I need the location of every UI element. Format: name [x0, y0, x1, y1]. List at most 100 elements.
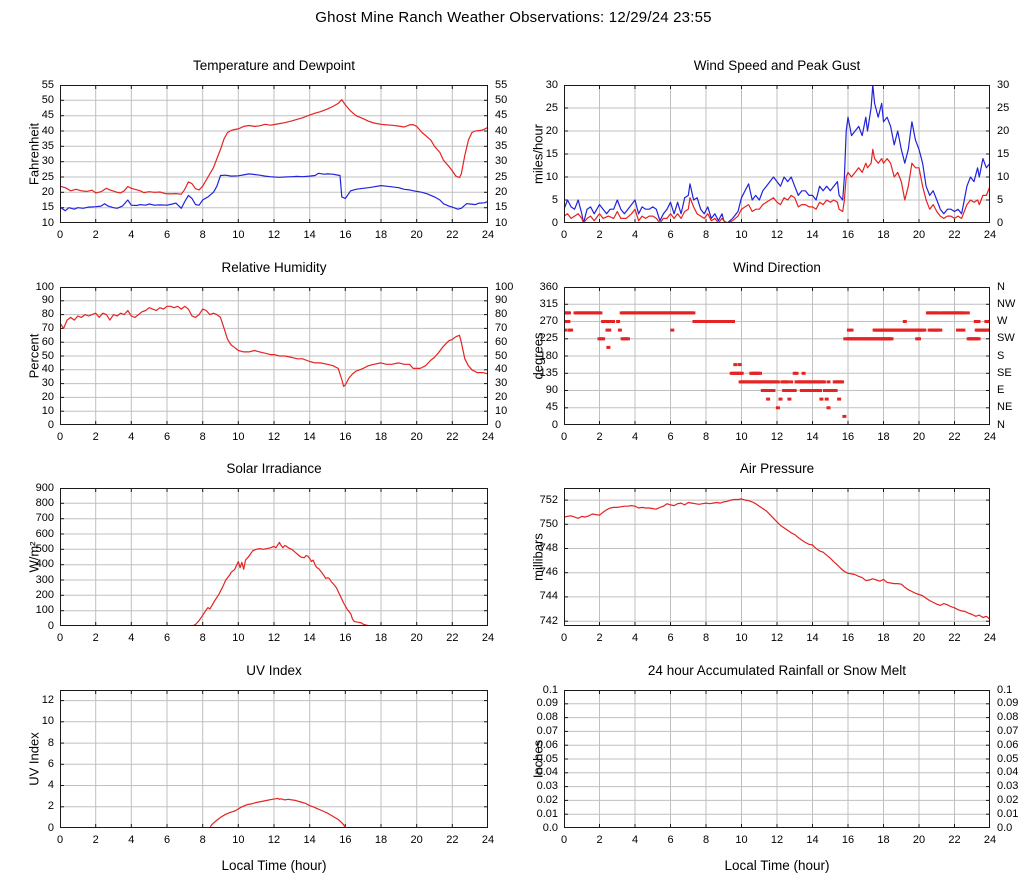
y-tick-label: 600	[35, 527, 54, 540]
x-tick-label: 10	[232, 632, 245, 644]
x-tick-label: 2	[596, 431, 603, 443]
y-tick-label: 90	[545, 384, 558, 396]
x-tick-label: 8	[199, 431, 206, 443]
y-tick-label-right: 0.03	[997, 780, 1019, 793]
y-tick-label-right: 0.09	[997, 697, 1019, 710]
y-tick-label-right: 50	[495, 349, 508, 362]
x-tick-label: 14	[806, 229, 819, 241]
y-tick-label-right: 35	[495, 139, 508, 152]
chart-title: Wind Direction	[733, 260, 821, 275]
y-tick-label-right: 0.08	[997, 711, 1019, 724]
plot-border	[60, 690, 488, 828]
y-tick-label: 55	[41, 78, 54, 91]
x-tick-label: 8	[199, 834, 206, 846]
y-tick-label: 500	[35, 542, 54, 555]
x-tick-label: 18	[877, 834, 890, 846]
y-tick-label-right: 15	[997, 147, 1010, 160]
y-tick-label: 15	[41, 201, 54, 214]
grid-lines	[60, 690, 488, 828]
x-tick-label: 16	[339, 431, 352, 443]
x-tick-label: 14	[303, 229, 316, 241]
x-tick-label: 6	[667, 431, 674, 443]
plot-border	[60, 287, 488, 425]
y-tick-label-right: 0.07	[997, 724, 1019, 737]
x-tick-label: 12	[770, 632, 784, 644]
chart-solar-irradiance: Solar Irradiance W/m² 0 100 200 300 400 500 60…	[0, 456, 545, 672]
y-tick-label-right: 0.04	[997, 766, 1019, 779]
x-tick-label: 10	[232, 431, 245, 443]
y-tick-label: 0.1	[542, 683, 558, 696]
plot-area	[564, 690, 990, 828]
x-tick-label: 12	[267, 834, 281, 846]
y-tick-label-right: 0	[495, 418, 502, 431]
y-tick-label: 40	[41, 363, 54, 376]
y-tick-label-right: NW	[997, 297, 1016, 310]
y-tick-label-right: 10	[495, 216, 508, 229]
chart-temperature-dewpoint: Temperature and Dewpoint Fahrenheit 10 10…	[0, 53, 545, 269]
y-tick-label: 0.07	[536, 724, 558, 737]
y-tick-label: 315	[539, 297, 558, 310]
x-tick-label: 16	[339, 229, 352, 241]
y-tick-label-right: 45	[495, 109, 508, 122]
x-tick-label: 10	[735, 632, 748, 644]
wind-direction-series	[564, 311, 990, 418]
x-tick-label: 12	[770, 229, 784, 241]
y-tick-label-right: NE	[997, 401, 1013, 414]
plot-border	[60, 488, 488, 626]
x-tick-label: 22	[446, 834, 459, 846]
y-tick-label: 135	[539, 366, 558, 379]
y-tick-label-right: 10	[495, 404, 508, 417]
y-tick-label: 0	[47, 418, 54, 431]
x-tick-label: 22	[446, 431, 459, 443]
x-tick-label: 2	[596, 632, 603, 644]
x-tick-label: 14	[806, 632, 819, 644]
y-tick-label: 15	[545, 147, 558, 160]
x-tick-label: 14	[806, 431, 819, 443]
plot-area	[564, 287, 990, 425]
plot-area	[564, 85, 990, 223]
y-tick-label: 45	[41, 109, 54, 122]
x-tick-label: 2	[596, 834, 603, 846]
chart-title: Wind Speed and Peak Gust	[693, 58, 861, 73]
solar-irradiance-series	[60, 541, 488, 626]
y-tick-label: 0	[47, 619, 54, 632]
page-title: Ghost Mine Ranch Weather Observations: 1…	[315, 9, 712, 26]
x-tick-label: 10	[232, 229, 245, 241]
y-tick-label: 746	[539, 566, 558, 579]
y-tick-label-right: W	[997, 315, 1008, 327]
y-tick-label: 12	[41, 694, 54, 707]
x-tick-label: 2	[92, 632, 99, 644]
y-tick-label-right: N	[997, 280, 1005, 293]
x-tick-label: 18	[877, 229, 890, 241]
y-tick-label: 60	[41, 335, 54, 348]
x-tick-label: 22	[446, 229, 459, 241]
y-tick-label: 0.06	[536, 738, 558, 751]
x-tick-label: 4	[631, 229, 639, 241]
plot-svg	[564, 287, 990, 425]
tick-marks	[60, 85, 488, 223]
grid-lines	[564, 287, 990, 425]
x-tick-label: 24	[983, 632, 997, 644]
chart-title: Temperature and Dewpoint	[192, 58, 356, 73]
y-tick-label-right: 40	[495, 363, 508, 376]
x-tick-label: 20	[410, 229, 423, 241]
y-tick-label-right: 0.06	[997, 738, 1019, 751]
x-tick-label: 8	[199, 229, 206, 241]
x-tick-label: 4	[128, 229, 135, 241]
chart-title: Solar Irradiance	[226, 461, 322, 476]
y-tick-label: 45	[545, 401, 558, 414]
y-tick-label: 80	[41, 308, 54, 321]
y-tick-label: 0.03	[536, 780, 558, 793]
y-tick-label: 40	[41, 124, 54, 137]
x-tick-label: 20	[912, 431, 926, 443]
chart-rainfall: 24 hour Accumulated Rainfall or Snow Mel…	[504, 658, 1027, 874]
y-tick-label-right: 10	[997, 170, 1010, 183]
y-tick-label-right: 15	[495, 201, 508, 214]
y-tick-label: 0.08	[536, 711, 558, 724]
x-tick-label: 14	[303, 632, 316, 644]
x-tick-label: 22	[948, 229, 961, 241]
x-tick-label: 24	[481, 632, 495, 644]
y-tick-label: 100	[35, 604, 54, 617]
x-tick-label: 12	[770, 431, 784, 443]
x-tick-label: 6	[667, 834, 674, 846]
